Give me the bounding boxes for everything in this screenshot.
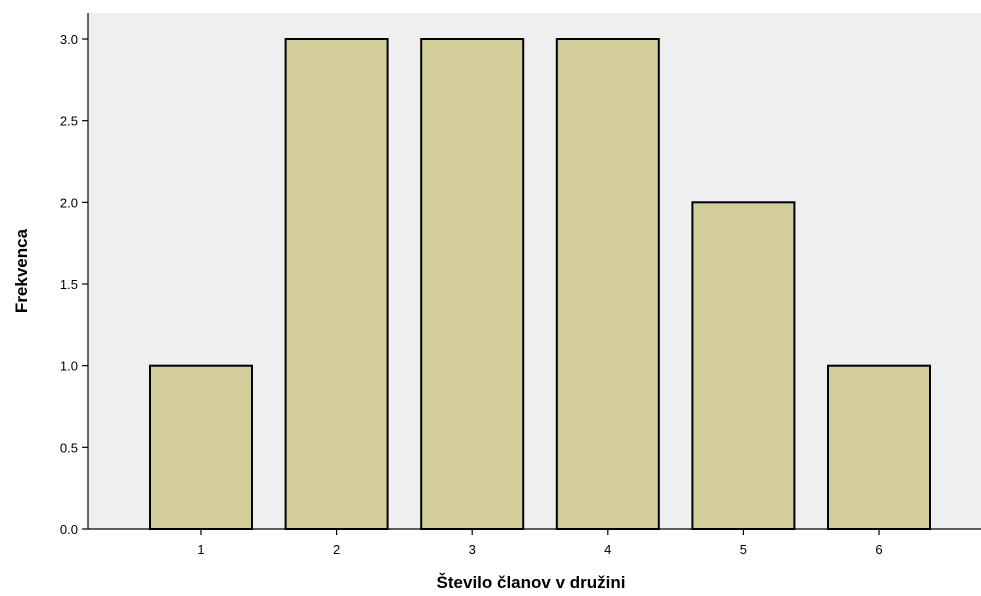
bar-3 (420, 38, 525, 530)
y-tick-label: 1.5 (60, 277, 78, 292)
x-tick-label: 3 (469, 542, 476, 557)
y-tick-label: 0.0 (60, 522, 78, 537)
x-tick-label: 4 (604, 542, 611, 557)
x-axis-title: Število članov v družini (437, 573, 626, 592)
bar-4 (555, 38, 660, 530)
x-tick-label: 5 (740, 542, 747, 557)
y-tick-label: 2.5 (60, 114, 78, 129)
bar-1 (149, 364, 253, 531)
x-axis: 1 2 3 4 5 6 (88, 528, 981, 557)
y-axis: 0.0 0.5 1.0 1.5 2.0 2.5 3.0 (60, 13, 89, 537)
y-tick-label: 2.0 (60, 195, 78, 210)
x-tick-label: 6 (875, 542, 882, 557)
y-tick-label: 3.0 (60, 32, 78, 47)
x-tick-label: 2 (333, 542, 340, 557)
bars-group (149, 38, 931, 531)
bar-5 (691, 201, 796, 531)
bar-2 (284, 38, 389, 530)
bar-6 (827, 364, 931, 531)
y-tick-label: 0.5 (60, 440, 78, 455)
y-axis-title: Frekvenca (12, 228, 31, 313)
y-tick-label: 1.0 (60, 359, 78, 374)
x-tick-label: 1 (197, 542, 204, 557)
